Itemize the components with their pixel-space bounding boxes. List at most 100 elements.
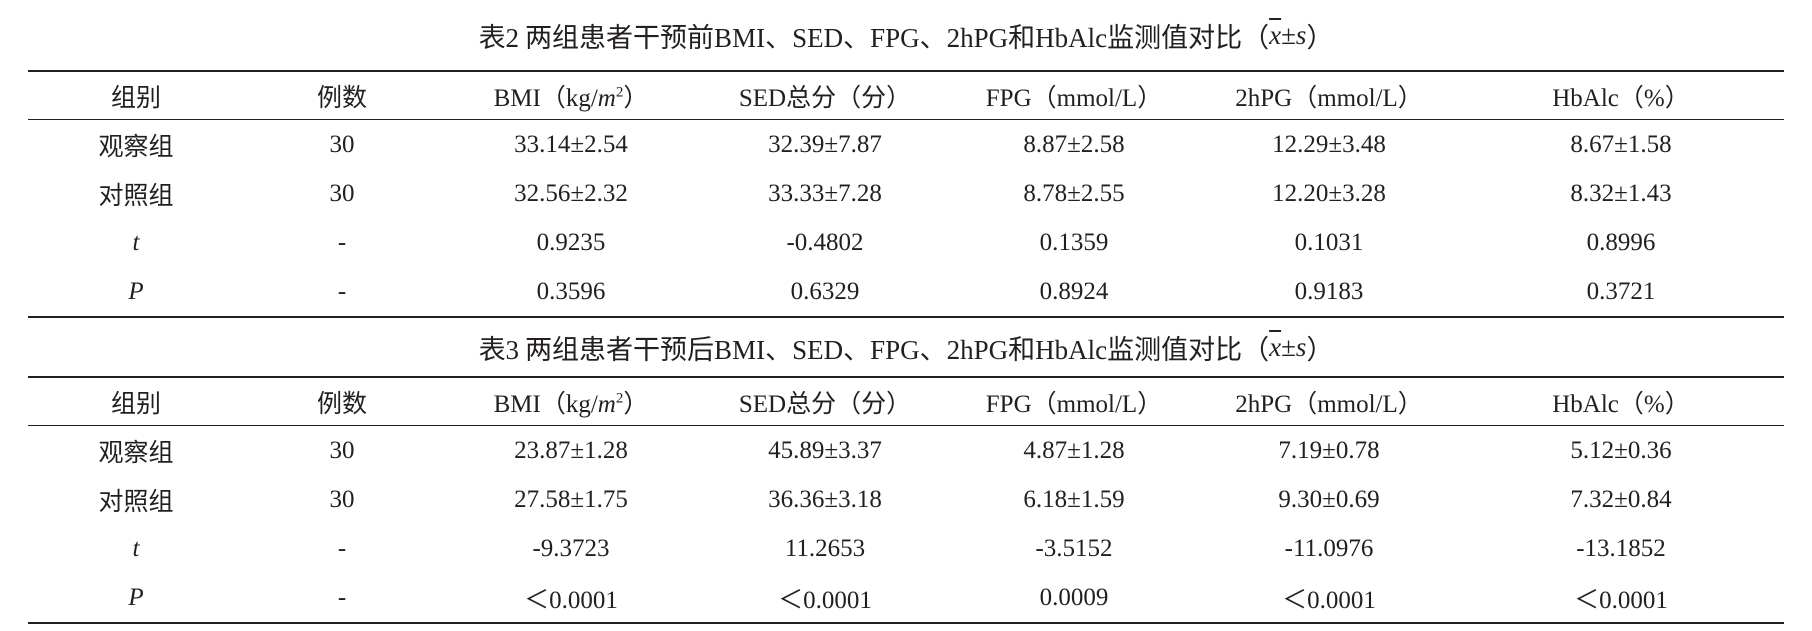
table-row: t - -9.3723 11.2653 -3.5152 -11.0976 -13… (28, 524, 1784, 573)
table-3-bottom-rule (28, 622, 1784, 624)
cell-2hpg: -11.0976 (1284, 534, 1374, 562)
header-sed: SED总分（分） (738, 390, 912, 418)
cell-sed: -0.4802 (786, 228, 864, 256)
cell-count: - (337, 277, 347, 305)
cell-group: t (132, 534, 140, 562)
table-2-title-close: ） (1306, 22, 1334, 53)
header-2hpg: 2hPG（mmol/L） (1235, 84, 1423, 112)
header-count: 例数 (316, 390, 367, 418)
cell-group: 对照组 (98, 488, 174, 516)
cell-fpg: 8.87±2.58 (1023, 130, 1125, 158)
header-bmi-suffix: ） (623, 390, 649, 418)
cell-group: P (128, 583, 144, 611)
header-bmi-prefix: BMI（kg/ (493, 84, 598, 112)
table-row: 观察组 30 23.87±1.28 45.89±3.37 4.87±1.28 7… (28, 426, 1784, 475)
table-3-section: 表3 两组患者干预后BMI、SED、FPG、2hPG和HbAlc监测值对比（ x ± s… (28, 318, 1784, 624)
header-group: 组别 (110, 390, 161, 418)
header-hba1c: HbAlc（%） (1552, 84, 1690, 112)
table-2-title-pm: ± (1281, 19, 1296, 50)
cell-sed: 32.39±7.87 (768, 130, 882, 158)
header-fpg: FPG（mmol/L） (985, 390, 1163, 418)
cell-count: - (337, 228, 347, 256)
header-bmi-unit-m: m (597, 390, 616, 418)
table-row: 对照组 30 27.58±1.75 36.36±3.18 6.18±1.59 9… (28, 475, 1784, 524)
cell-sed: 0.6329 (790, 277, 860, 305)
table-3-title-xbar: x (1269, 331, 1282, 362)
cell-fpg: 0.8924 (1039, 277, 1109, 305)
cell-sed: 11.2653 (784, 534, 866, 562)
cell-group: 观察组 (98, 133, 174, 161)
header-hba1c: HbAlc（%） (1552, 390, 1690, 418)
table-3-title-s: s (1295, 331, 1307, 362)
table-row: t - 0.9235 -0.4802 0.1359 0.1031 0.8996 (28, 218, 1784, 267)
header-sed: SED总分（分） (738, 84, 912, 112)
cell-fpg: 6.18±1.59 (1023, 485, 1125, 513)
header-bmi: BMI（kg/m2） (440, 378, 702, 425)
table-3-header-row: 组别 例数 BMI（kg/m2） SED总分（分） FPG（mmol/L） 2h… (28, 378, 1784, 425)
table-3: 组别 例数 BMI（kg/m2） SED总分（分） FPG（mmol/L） 2h… (28, 378, 1784, 622)
cell-count: 30 (329, 130, 355, 158)
table-2-bottom-rule (28, 316, 1784, 318)
header-bmi-unit-m: m (597, 84, 616, 112)
table-2-header-row: 组别 例数 BMI（kg/m2） SED总分（分） FPG（mmol/L） 2h… (28, 72, 1784, 119)
cell-group: 对照组 (98, 182, 174, 210)
cell-2hpg: ＜0.0001 (1282, 586, 1376, 614)
cell-hba1c: 0.3721 (1586, 277, 1656, 305)
cell-group: 观察组 (98, 439, 174, 467)
cell-2hpg: 9.30±0.69 (1278, 485, 1380, 513)
header-bmi-suffix: ） (623, 84, 649, 112)
header-bmi-unit-exp: 2 (615, 390, 624, 407)
cell-hba1c: ＜0.0001 (1574, 586, 1668, 614)
cell-sed: 45.89±3.37 (768, 436, 882, 464)
cell-sed: 33.33±7.28 (768, 179, 882, 207)
cell-2hpg: 0.9183 (1294, 277, 1364, 305)
cell-2hpg: 12.29±3.48 (1272, 130, 1386, 158)
table-row: 观察组 30 33.14±2.54 32.39±7.87 8.87±2.58 1… (28, 120, 1784, 169)
header-fpg: FPG（mmol/L） (985, 84, 1163, 112)
table-row: P - ＜0.0001 ＜0.0001 0.0009 ＜0.0001 ＜0.00… (28, 573, 1784, 622)
table-2-title-xbar: x (1269, 19, 1282, 50)
cell-hba1c: 5.12±0.36 (1570, 436, 1672, 464)
cell-fpg: 0.0009 (1039, 583, 1109, 611)
header-2hpg: 2hPG（mmol/L） (1235, 390, 1423, 418)
table-3-title-text: 两组患者干预后BMI、SED、FPG、2hPG和HbAlc监测值对比（ (525, 334, 1270, 365)
cell-hba1c: 8.32±1.43 (1570, 179, 1672, 207)
cell-count: - (337, 583, 347, 611)
table-2-title-s: s (1295, 19, 1307, 50)
cell-bmi: 27.58±1.75 (514, 485, 628, 513)
table-3-top-rule (28, 376, 1784, 378)
cell-count: - (337, 534, 347, 562)
table-2-section: 表2 两组患者干预前BMI、SED、FPG、2hPG和HbAlc监测值对比（ x ± s… (28, 0, 1784, 318)
table-2-header-rule (28, 119, 1784, 120)
table-2-title-label: 表2 (478, 22, 520, 53)
table-3-header-rule (28, 425, 1784, 426)
cell-fpg: -3.5152 (1035, 534, 1113, 562)
header-bmi: BMI（kg/m2） (440, 72, 702, 119)
cell-sed: 36.36±3.18 (768, 485, 882, 513)
table-3-title: 表3 两组患者干预后BMI、SED、FPG、2hPG和HbAlc监测值对比（ x ± s… (28, 318, 1784, 376)
cell-fpg: 8.78±2.55 (1023, 179, 1125, 207)
cell-count: 30 (329, 485, 355, 513)
cell-group: P (128, 277, 144, 305)
cell-2hpg: 7.19±0.78 (1278, 436, 1380, 464)
cell-count: 30 (329, 436, 355, 464)
header-bmi-unit-exp: 2 (615, 84, 624, 101)
cell-group: t (132, 228, 140, 256)
cell-bmi: ＜0.0001 (524, 586, 618, 614)
cell-fpg: 4.87±1.28 (1023, 436, 1125, 464)
cell-hba1c: 7.32±0.84 (1570, 485, 1672, 513)
table-2-top-rule (28, 70, 1784, 72)
cell-sed: ＜0.0001 (778, 586, 872, 614)
table-3-title-close: ） (1306, 334, 1334, 365)
cell-hba1c: 8.67±1.58 (1570, 130, 1672, 158)
table-2-title: 表2 两组患者干预前BMI、SED、FPG、2hPG和HbAlc监测值对比（ x ± s… (28, 0, 1784, 70)
cell-bmi: 33.14±2.54 (514, 130, 628, 158)
header-group: 组别 (110, 84, 161, 112)
table-3-title-pm: ± (1281, 331, 1296, 362)
table-2: 组别 例数 BMI（kg/m2） SED总分（分） FPG（mmol/L） 2h… (28, 72, 1784, 316)
table-3-title-label: 表3 (478, 334, 520, 365)
header-bmi-prefix: BMI（kg/ (493, 390, 598, 418)
cell-count: 30 (329, 179, 355, 207)
cell-fpg: 0.1359 (1039, 228, 1109, 256)
cell-bmi: 32.56±2.32 (514, 179, 628, 207)
